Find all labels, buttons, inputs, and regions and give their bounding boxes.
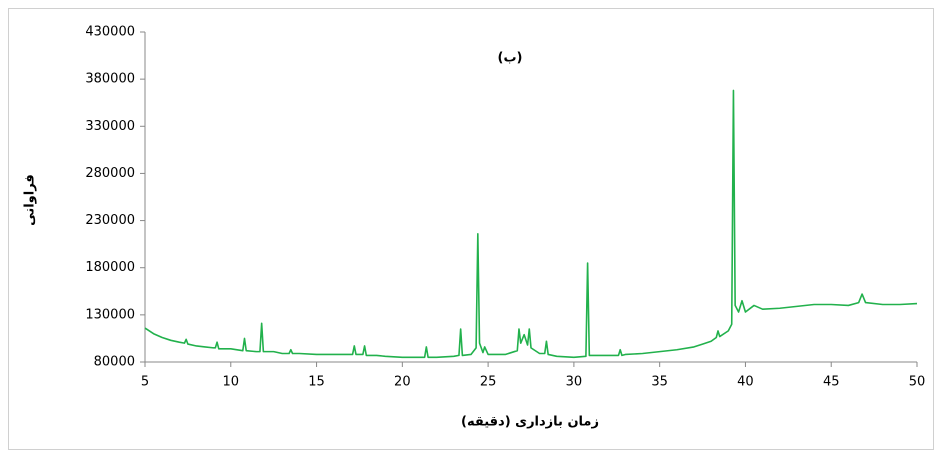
x-tick-label: 20: [394, 375, 411, 390]
x-tick-label: 15: [308, 375, 325, 390]
y-tick-label: 230000: [85, 213, 135, 228]
y-axis-label: فراوانی: [23, 174, 38, 226]
y-tick-label: 430000: [85, 25, 135, 40]
chart-frame: [8, 8, 934, 450]
x-tick-label: 40: [737, 375, 754, 390]
chart-title: (ب): [498, 51, 523, 66]
y-tick-label: 130000: [85, 307, 135, 322]
data-line: [144, 89, 918, 359]
x-tick-label: 10: [223, 375, 240, 390]
y-tick-label: 330000: [85, 119, 135, 134]
y-tick-label: 80000: [94, 355, 135, 370]
x-tick-label: 30: [566, 375, 583, 390]
x-tick-label: 5: [141, 375, 149, 390]
x-tick-label: 45: [823, 375, 840, 390]
y-tick-label: 380000: [85, 72, 135, 87]
x-axis-label: زمان بازداری (دقیقه): [461, 415, 599, 430]
x-tick-label: 50: [909, 375, 926, 390]
x-tick-label: 35: [651, 375, 668, 390]
y-tick-label: 180000: [85, 260, 135, 275]
y-tick-label: 280000: [85, 166, 135, 181]
x-tick-label: 25: [480, 375, 497, 390]
